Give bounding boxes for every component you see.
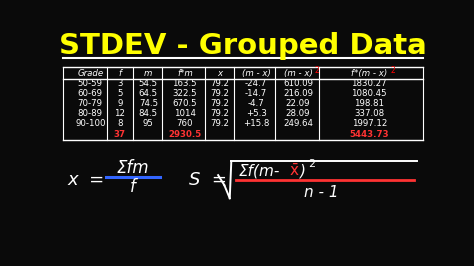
Text: 28.09: 28.09 xyxy=(286,109,310,118)
Text: 37: 37 xyxy=(114,130,126,139)
Text: 670.5: 670.5 xyxy=(173,99,197,108)
Text: 163.5: 163.5 xyxy=(173,79,197,88)
Text: 70-79: 70-79 xyxy=(78,99,103,108)
Text: 79.2: 79.2 xyxy=(210,119,229,128)
Text: +15.8: +15.8 xyxy=(243,119,269,128)
Text: f: f xyxy=(118,69,121,78)
Text: 3: 3 xyxy=(117,79,122,88)
Text: 337.08: 337.08 xyxy=(354,109,384,118)
Text: x  =: x = xyxy=(67,171,104,189)
Text: 79.2: 79.2 xyxy=(210,79,229,88)
Text: ): ) xyxy=(300,163,306,178)
Text: 22.09: 22.09 xyxy=(286,99,310,108)
Text: (m - x): (m - x) xyxy=(242,69,271,78)
Text: 2: 2 xyxy=(314,65,319,74)
Text: 610.09: 610.09 xyxy=(283,79,313,88)
Text: 95: 95 xyxy=(143,119,154,128)
Text: 90-100: 90-100 xyxy=(75,119,106,128)
Text: f*(m - x): f*(m - x) xyxy=(351,69,387,78)
Text: 1080.45: 1080.45 xyxy=(351,89,387,98)
Text: 79.2: 79.2 xyxy=(210,99,229,108)
Text: 54.5: 54.5 xyxy=(139,79,158,88)
Text: x: x xyxy=(217,69,222,78)
Text: f*m: f*m xyxy=(177,69,192,78)
Text: f: f xyxy=(130,178,136,197)
Text: 8: 8 xyxy=(117,119,122,128)
Text: 84.5: 84.5 xyxy=(139,109,158,118)
Text: m: m xyxy=(144,69,153,78)
Text: -14.7: -14.7 xyxy=(245,89,267,98)
Text: -4.7: -4.7 xyxy=(248,99,264,108)
Text: n - 1: n - 1 xyxy=(304,185,338,200)
Text: -24.7: -24.7 xyxy=(245,79,267,88)
Text: 1014: 1014 xyxy=(174,109,196,118)
Text: 2: 2 xyxy=(308,159,315,169)
Text: 216.09: 216.09 xyxy=(283,89,313,98)
Text: 5443.73: 5443.73 xyxy=(349,130,389,139)
Text: 12: 12 xyxy=(114,109,125,118)
Text: 50-59: 50-59 xyxy=(78,79,103,88)
Text: 2930.5: 2930.5 xyxy=(168,130,201,139)
Text: +5.3: +5.3 xyxy=(246,109,266,118)
Text: 80-89: 80-89 xyxy=(78,109,103,118)
Text: 2: 2 xyxy=(390,65,395,74)
Text: 760: 760 xyxy=(176,119,193,128)
Text: 79.2: 79.2 xyxy=(210,109,229,118)
Text: Σf(m-: Σf(m- xyxy=(239,163,281,178)
Text: 79.2: 79.2 xyxy=(210,89,229,98)
Text: 74.5: 74.5 xyxy=(139,99,158,108)
Text: S  =: S = xyxy=(190,171,228,189)
Text: (m - x): (m - x) xyxy=(283,69,312,78)
Text: 249.64: 249.64 xyxy=(283,119,313,128)
Text: 60-69: 60-69 xyxy=(78,89,103,98)
Text: 322.5: 322.5 xyxy=(173,89,197,98)
Text: Grade: Grade xyxy=(77,69,103,78)
Text: $\bar{\mathregular{x}}$: $\bar{\mathregular{x}}$ xyxy=(289,163,299,178)
Text: 198.81: 198.81 xyxy=(354,99,384,108)
Text: 9: 9 xyxy=(117,99,122,108)
Text: 5: 5 xyxy=(117,89,122,98)
Text: 64.5: 64.5 xyxy=(139,89,158,98)
Text: Σfm: Σfm xyxy=(117,159,149,177)
Text: 1830.27: 1830.27 xyxy=(351,79,387,88)
Text: STDEV - Grouped Data: STDEV - Grouped Data xyxy=(59,32,427,60)
Text: 1997.12: 1997.12 xyxy=(352,119,387,128)
